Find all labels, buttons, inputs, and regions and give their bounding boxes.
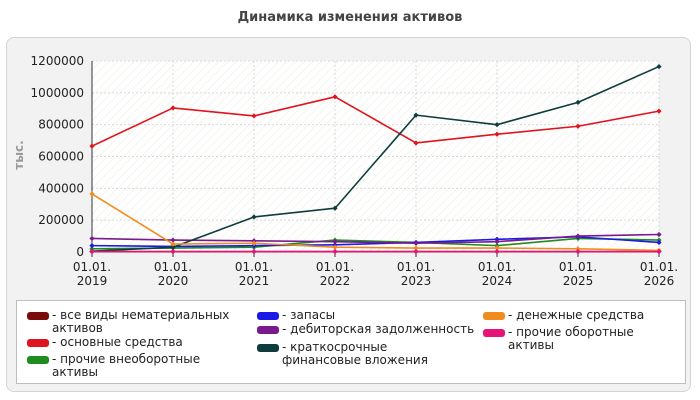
x-tick-label: 2022 [320, 274, 351, 288]
legend-swatch [257, 312, 279, 320]
data-point [494, 131, 500, 137]
y-tick-label: 1000000 [31, 86, 84, 100]
data-point [656, 248, 662, 255]
legend-item: - прочие оборотные активы [483, 326, 683, 352]
data-point [170, 237, 176, 243]
data-point [656, 231, 662, 238]
series-line [91, 233, 660, 245]
data-point [494, 245, 500, 251]
x-tick-label: 2021 [239, 274, 270, 288]
data-point [575, 123, 581, 129]
data-point [413, 112, 419, 118]
x-tick-label: 01.01. [559, 260, 597, 274]
y-tick-label: 400000 [38, 181, 84, 195]
data-point [413, 245, 419, 251]
legend-item: - основные средства [27, 336, 237, 349]
legend-item: - запасы [257, 309, 467, 322]
y-axis-label: тыс. [12, 140, 26, 169]
data-point [251, 248, 257, 255]
series-line [91, 65, 660, 253]
legend-item: - все виды нематериальных активов [27, 309, 237, 335]
legend-label: - прочие оборотные активы [508, 325, 634, 352]
data-point [89, 243, 95, 249]
data-point [251, 240, 257, 246]
data-point [332, 94, 338, 100]
data-point [89, 248, 95, 255]
y-tick-label: 600000 [38, 150, 84, 164]
data-point [575, 248, 581, 255]
data-point [170, 244, 176, 250]
x-tick-label: 01.01. [397, 260, 435, 274]
legend-label: - все виды нематериальных активов [52, 308, 230, 335]
data-point [89, 235, 95, 242]
legend-label: - денежные средства [508, 308, 645, 322]
data-point [575, 233, 581, 239]
legend-swatch [257, 326, 279, 334]
x-tick-label: 2024 [482, 274, 513, 288]
data-point [332, 248, 338, 255]
legend-swatch [257, 344, 279, 352]
data-point [575, 99, 581, 105]
x-tick-label: 2026 [644, 274, 675, 288]
legend-item: - прочие внеоборотные активы [27, 353, 247, 379]
legend-label: - прочие внеоборотные активы [52, 352, 201, 379]
y-tick-label: 1200000 [31, 54, 84, 68]
x-tick-label: 01.01. [316, 260, 354, 274]
data-point [494, 248, 500, 255]
x-tick-label: 01.01. [73, 260, 111, 274]
data-point [656, 63, 662, 70]
data-point [332, 244, 338, 250]
x-tick-label: 2019 [77, 274, 108, 288]
y-tick-label: 200000 [38, 213, 84, 227]
x-tick-label: 2025 [563, 274, 594, 288]
data-point [332, 239, 338, 245]
data-point [170, 248, 176, 255]
series-line [91, 193, 660, 252]
series-line [91, 96, 660, 147]
data-point [413, 248, 419, 255]
series-line [91, 237, 660, 250]
x-tick-label: 2020 [158, 274, 189, 288]
data-point [494, 239, 500, 245]
data-point [656, 108, 662, 114]
legend-label: - запасы [282, 308, 336, 322]
data-point [251, 113, 257, 119]
legend-swatch [27, 356, 49, 364]
legend-swatch [27, 312, 49, 320]
x-tick-label: 01.01. [478, 260, 516, 274]
data-point [413, 240, 419, 246]
data-point [89, 191, 95, 197]
chart-title: Динамика изменения активов [237, 10, 463, 25]
x-tick-label: 01.01. [640, 260, 678, 274]
data-point [656, 239, 662, 246]
legend-swatch [483, 312, 505, 320]
x-tick-label: 01.01. [235, 260, 273, 274]
legend-item: - денежные средства [483, 309, 683, 322]
y-tick-label: 800000 [38, 118, 84, 132]
x-tick-label: 2023 [401, 274, 432, 288]
legend-item: - краткосрочные финансовые вложения [257, 341, 457, 367]
data-point [332, 205, 338, 211]
data-point [575, 246, 581, 252]
data-point [170, 105, 176, 111]
chart-legend: - все виды нематериальных активов - основ… [16, 300, 686, 384]
data-point [413, 140, 419, 146]
y-tick-label: 0 [76, 245, 84, 259]
data-point [170, 241, 176, 247]
data-point [89, 143, 95, 149]
legend-label: - дебиторская задолженность [282, 322, 475, 336]
data-point [494, 122, 500, 128]
legend-label: - основные средства [52, 335, 183, 349]
x-tick-label: 01.01. [154, 260, 192, 274]
legend-label: - краткосрочные финансовые вложения [282, 340, 428, 367]
legend-swatch [27, 339, 49, 347]
data-point [251, 214, 257, 220]
legend-swatch [483, 329, 505, 337]
legend-item: - дебиторская задолженность [257, 323, 477, 336]
